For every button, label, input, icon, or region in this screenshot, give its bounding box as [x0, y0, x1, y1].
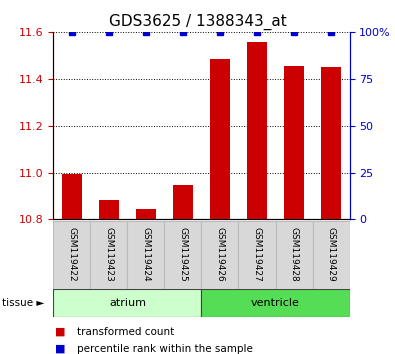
- Bar: [53, 289, 201, 317]
- Text: GSM119428: GSM119428: [290, 227, 299, 281]
- Bar: [136, 209, 156, 219]
- Bar: [276, 221, 312, 289]
- Bar: [201, 221, 239, 289]
- Bar: [99, 200, 119, 219]
- Bar: [53, 221, 90, 289]
- Text: GSM119427: GSM119427: [252, 227, 261, 281]
- Bar: [247, 42, 267, 219]
- Bar: [321, 67, 341, 219]
- Text: ■: ■: [55, 327, 66, 337]
- Text: tissue ►: tissue ►: [2, 298, 44, 308]
- Bar: [210, 59, 230, 219]
- Text: percentile rank within the sample: percentile rank within the sample: [77, 344, 253, 354]
- Text: ventricle: ventricle: [251, 298, 300, 308]
- Text: GSM119423: GSM119423: [104, 227, 113, 281]
- Text: GSM119422: GSM119422: [67, 227, 76, 281]
- Bar: [164, 221, 201, 289]
- Text: GDS3625 / 1388343_at: GDS3625 / 1388343_at: [109, 14, 286, 30]
- Bar: [173, 185, 193, 219]
- Text: atrium: atrium: [109, 298, 146, 308]
- Text: GSM119425: GSM119425: [179, 227, 188, 281]
- Bar: [201, 289, 350, 317]
- Text: GSM119424: GSM119424: [141, 227, 150, 281]
- Text: GSM119429: GSM119429: [327, 227, 336, 281]
- Bar: [312, 221, 350, 289]
- Bar: [127, 221, 164, 289]
- Bar: [239, 221, 276, 289]
- Bar: [284, 66, 304, 219]
- Text: ■: ■: [55, 344, 66, 354]
- Text: GSM119426: GSM119426: [215, 227, 224, 281]
- Text: transformed count: transformed count: [77, 327, 174, 337]
- Bar: [62, 174, 82, 219]
- Bar: [90, 221, 127, 289]
